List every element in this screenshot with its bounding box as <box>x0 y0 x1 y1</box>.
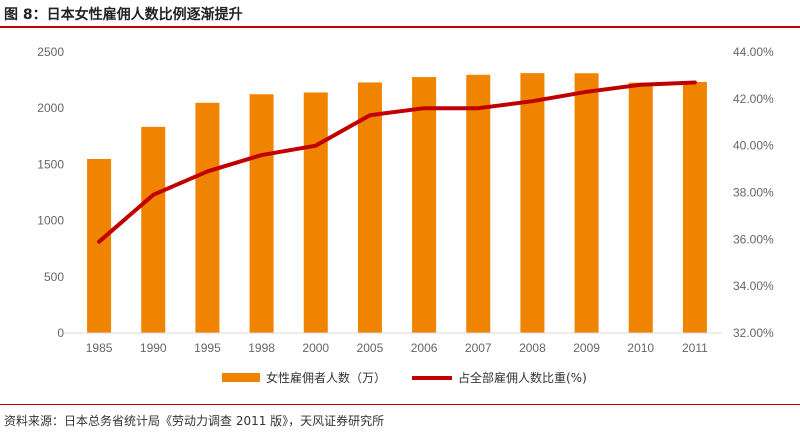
x-tick-label: 2011 <box>682 341 708 355</box>
y-right-tick-label: 32.00% <box>733 326 774 340</box>
x-tick-label: 2000 <box>302 341 329 355</box>
bar <box>412 77 437 333</box>
chart: 0 500 1000 1500 2000 2500 32.00% 34.00% 36.00% 38… <box>37 45 774 385</box>
source-divider <box>0 404 800 405</box>
x-tick-label: 1998 <box>248 341 275 355</box>
bar <box>249 94 274 334</box>
x-tick-label: 2009 <box>573 341 600 355</box>
y-left-tick-label: 500 <box>44 270 64 284</box>
y-left-tick-label: 2000 <box>37 101 64 115</box>
y-left-tick-label: 2500 <box>37 45 64 59</box>
x-tick-label: 1990 <box>140 341 167 355</box>
y-left-tick-label: 1500 <box>37 157 64 171</box>
title-divider <box>0 26 800 28</box>
x-tick-label: 2005 <box>357 341 384 355</box>
bar <box>303 92 328 334</box>
bar <box>520 73 545 334</box>
figure-title: 图 8：日本女性雇佣人数比例逐渐提升 <box>4 7 243 23</box>
bar <box>195 102 220 333</box>
y-right-tick-label: 36.00% <box>733 232 774 246</box>
bar <box>87 159 112 333</box>
y-right-tick-label: 42.00% <box>733 92 774 106</box>
x-tick-label: 1985 <box>86 341 113 355</box>
y-left-tick-label: 1000 <box>37 214 64 228</box>
bar <box>466 74 491 333</box>
bar <box>357 82 382 333</box>
y-right-tick-label: 34.00% <box>733 279 774 293</box>
x-tick-label: 1995 <box>194 341 221 355</box>
legend-bar-label: 女性雇佣者人数（万） <box>266 370 386 385</box>
legend-line-label: 占全部雇佣人数比重(%) <box>458 370 587 385</box>
x-tick-label: 2006 <box>411 341 438 355</box>
x-tick-label: 2007 <box>465 341 492 355</box>
legend-bar-swatch <box>222 373 260 382</box>
y-left-tick-label: 0 <box>57 326 64 340</box>
y-right-tick-label: 44.00% <box>733 45 774 59</box>
y-right-tick-label: 38.00% <box>733 186 774 200</box>
bar <box>574 73 599 334</box>
source-note: 资料来源：日本总务省统计局《劳动力调查 2011 版》，天风证券研究所 <box>4 414 385 428</box>
bar <box>141 126 166 333</box>
bar <box>682 82 707 333</box>
x-tick-label: 2008 <box>519 341 546 355</box>
x-tick-label: 2010 <box>627 341 654 355</box>
bar <box>628 82 653 333</box>
line-series <box>97 80 697 244</box>
y-right-tick-label: 40.00% <box>733 139 774 153</box>
